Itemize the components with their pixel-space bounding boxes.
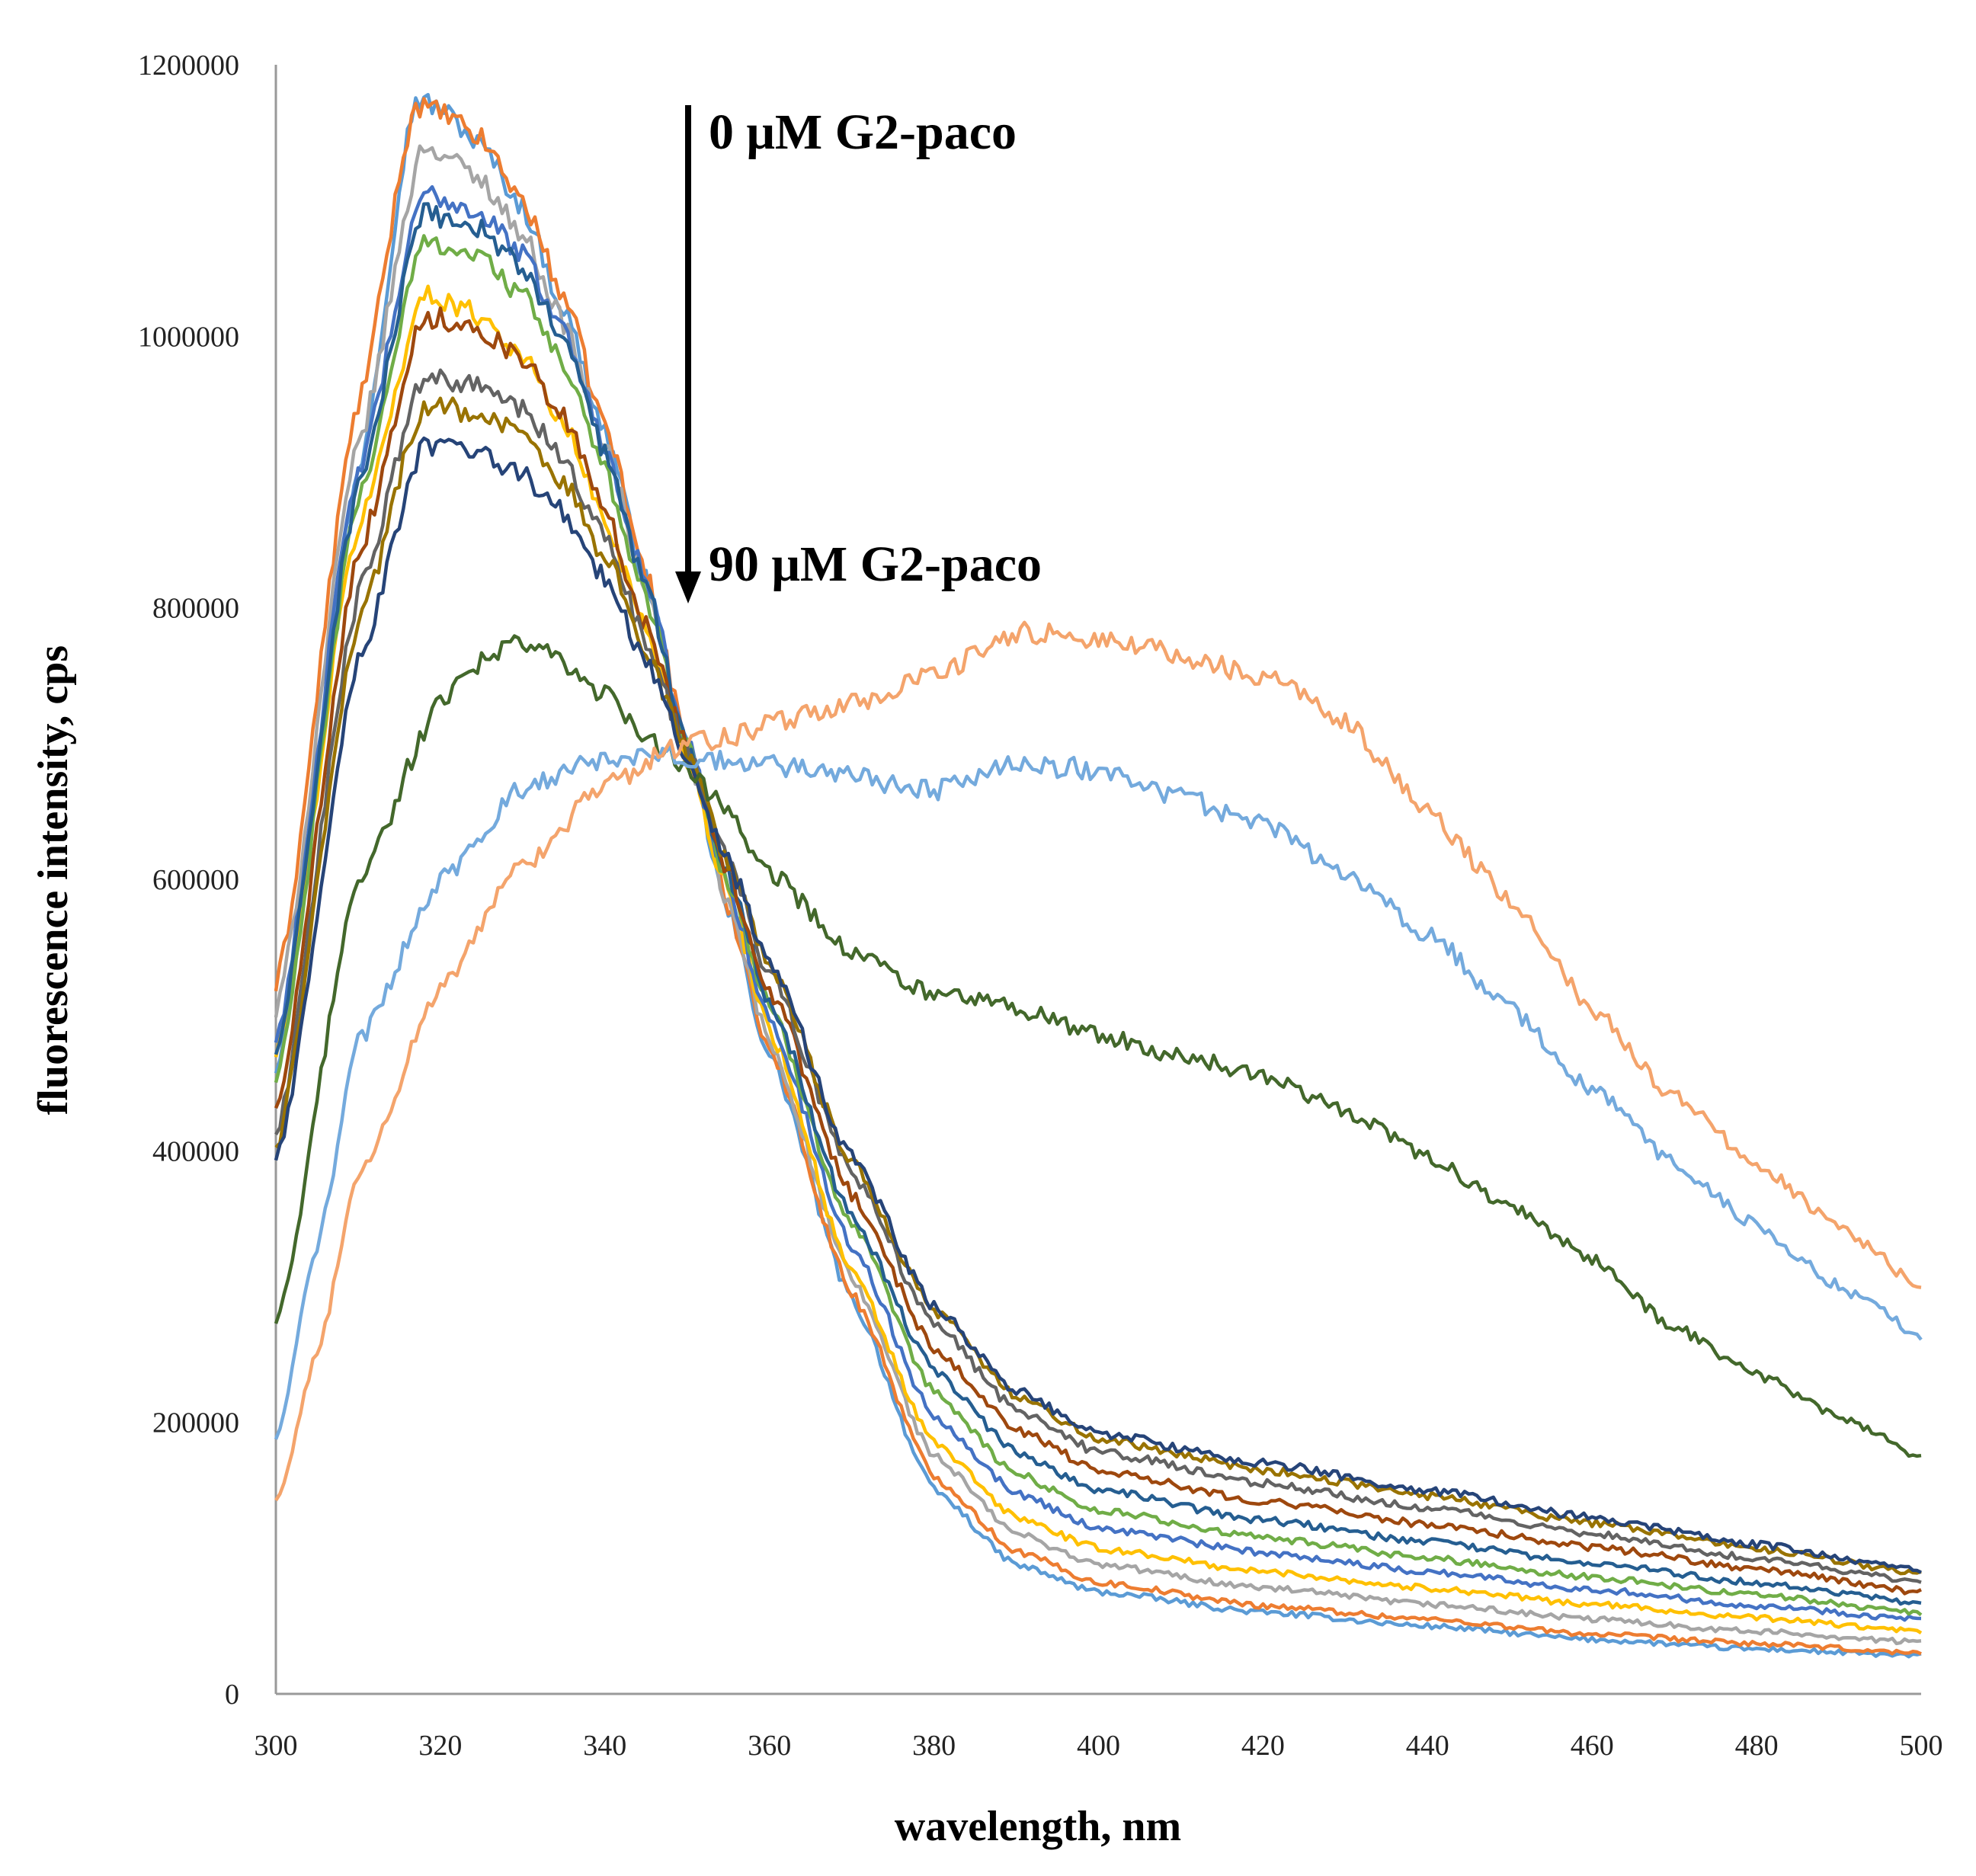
series-line [274, 284, 1923, 1635]
series-line [274, 97, 1922, 1656]
series-line [274, 368, 1922, 1584]
series-line [274, 436, 1923, 1574]
y-tick-label: 200000 [152, 1407, 239, 1439]
y-tick-label: 1000000 [138, 321, 239, 353]
y-tick-labels: 0 200000 400000 600000 800000 1000000 1200000 [138, 50, 239, 1711]
series-line [274, 234, 1923, 1617]
annotation-start: 0 μM G2-paco [709, 104, 1017, 160]
series-line [274, 744, 1923, 1440]
x-tick-label: 320 [418, 1730, 462, 1762]
x-axis-title: wavelength, nm [895, 1803, 1181, 1850]
series-line [274, 396, 1922, 1576]
y-tick-label: 1200000 [138, 50, 239, 82]
series-lines [274, 92, 1923, 1659]
annotation-end: 90 μM G2-paco [709, 536, 1042, 592]
y-tick-label: 0 [225, 1679, 239, 1711]
y-tick-label: 800000 [152, 593, 239, 625]
axes [274, 65, 1921, 1695]
x-tick-label: 360 [748, 1730, 791, 1762]
series-line [274, 202, 1922, 1606]
x-tick-label: 480 [1735, 1730, 1779, 1762]
series-line [274, 620, 1922, 1502]
arrow-head [675, 571, 701, 603]
x-tick-label: 500 [1900, 1730, 1943, 1762]
x-tick-label: 340 [583, 1730, 626, 1762]
y-axis-title: fluorescence intensity, cps [30, 645, 77, 1115]
x-tick-label: 460 [1571, 1730, 1614, 1762]
x-tick-label: 420 [1241, 1730, 1285, 1762]
y-tick-label: 600000 [152, 864, 239, 896]
x-tick-label: 440 [1406, 1730, 1449, 1762]
series-line [274, 92, 1922, 1659]
x-tick-label: 300 [255, 1730, 298, 1762]
x-tick-labels: 300 320 340 360 380 400 420 440 460 480 500 [255, 1730, 1943, 1762]
series-line [274, 144, 1922, 1646]
concentration-arrow [675, 105, 701, 603]
series-line [274, 306, 1922, 1596]
x-tick-label: 380 [912, 1730, 956, 1762]
x-tick-label: 400 [1077, 1730, 1120, 1762]
series-line [274, 634, 1922, 1458]
y-tick-label: 400000 [152, 1135, 239, 1167]
